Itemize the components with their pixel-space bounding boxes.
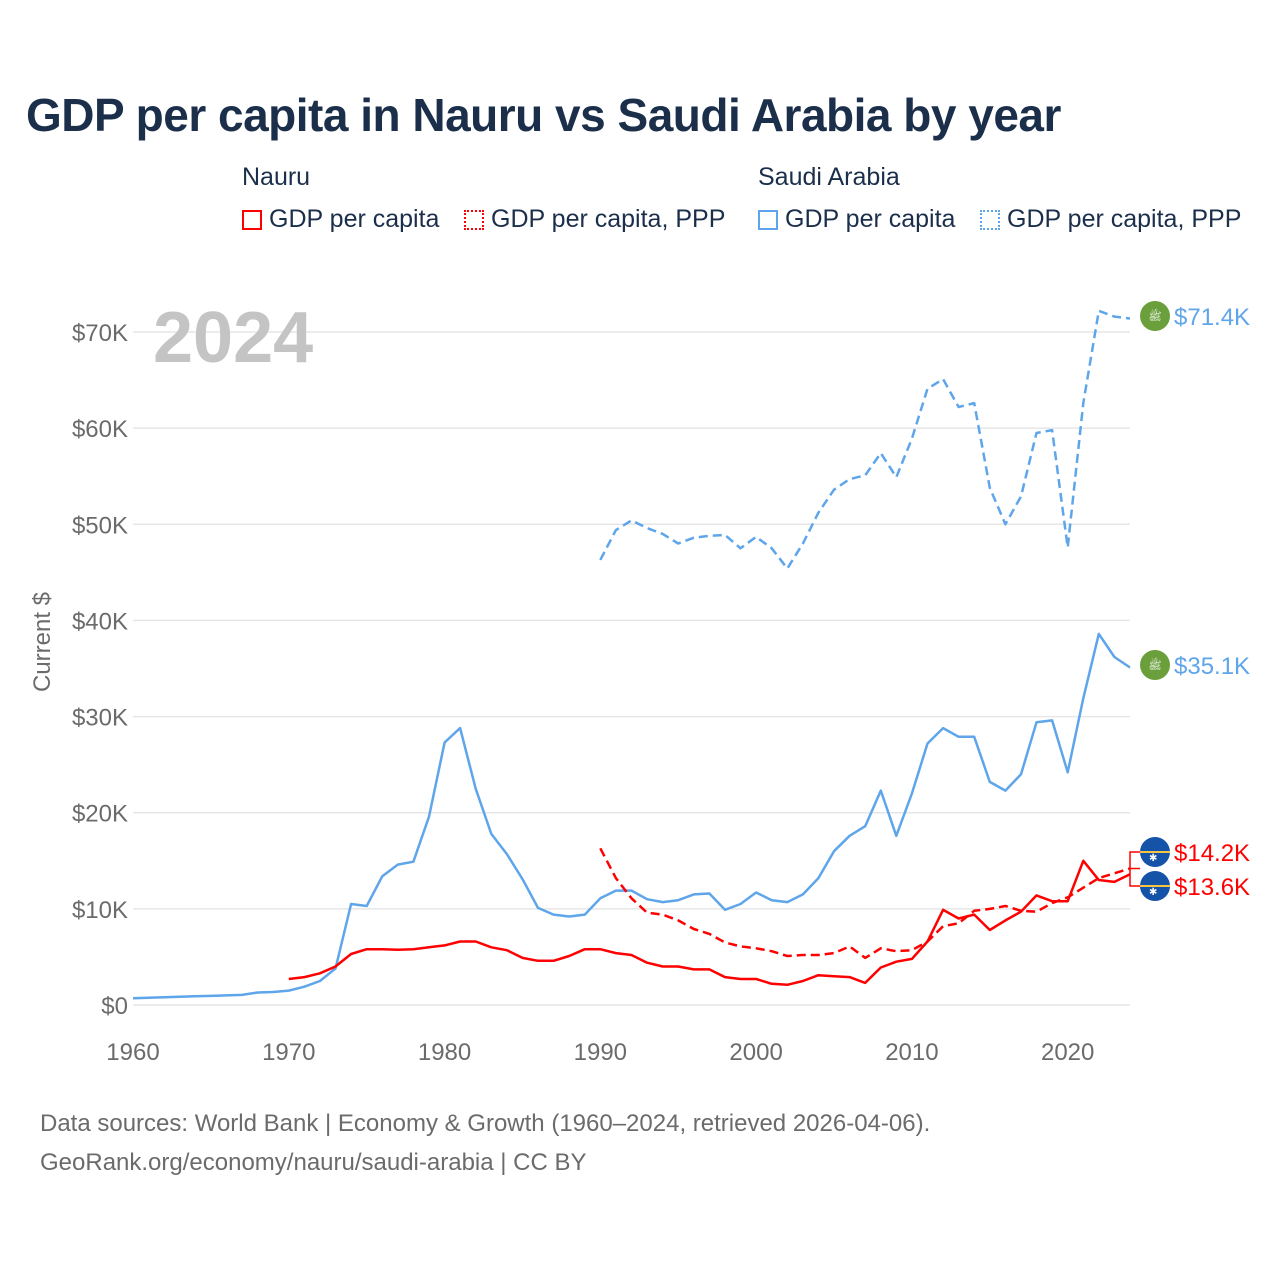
end-value-label: $35.1K — [1174, 653, 1250, 680]
y-tick-label: $0 — [101, 993, 128, 1020]
year-label: 2024 — [153, 298, 313, 378]
legend-group-saudi: Saudi Arabia — [758, 163, 900, 191]
flag-star-icon: ✱ — [1149, 887, 1157, 898]
x-tick-label: 1960 — [106, 1039, 159, 1066]
y-tick-label: $20K — [72, 801, 128, 828]
legend-group-nauru: Nauru — [242, 163, 311, 191]
legend-swatch-solid-red — [242, 209, 262, 230]
saudi-flag-icon — [1140, 301, 1170, 331]
series-line-3 — [599, 847, 1131, 960]
end-value-label: $13.6K — [1174, 874, 1250, 901]
legend-label: GDP per capita, PPP — [491, 205, 726, 233]
x-tick-label: 1970 — [262, 1039, 315, 1066]
legend-swatch-dotted-blue — [980, 209, 1000, 230]
legend-saudi-ppp[interactable]: GDP per capita, PPP — [980, 205, 1241, 234]
legend-nauru-gdp[interactable]: GDP per capita — [242, 205, 439, 234]
y-axis-label: Current $ — [29, 592, 56, 692]
legend-swatch-dotted-red — [464, 209, 484, 230]
saudi-flag-icon — [1140, 650, 1170, 680]
flag-script-icon: ﷺ — [1148, 308, 1161, 323]
legend-saudi-gdp[interactable]: GDP per capita — [758, 205, 955, 234]
x-tick-label: 2010 — [885, 1039, 938, 1066]
flag-star-icon: ✱ — [1149, 853, 1157, 864]
y-tick-label: $10K — [72, 897, 128, 924]
x-tick-label: 2020 — [1041, 1039, 1094, 1066]
flag-script-icon: ﷺ — [1148, 657, 1161, 672]
footer-link[interactable]: GeoRank.org/economy/nauru/saudi-arabia |… — [40, 1149, 587, 1176]
plot-area: $0 $10K $20K $30K $40K $50K $60K $70K 1960 1970 19… — [29, 298, 1250, 1066]
y-tick-label: $40K — [72, 608, 128, 635]
y-tick-label: $50K — [72, 512, 128, 539]
legend-label: GDP per capita — [269, 205, 440, 233]
y-tick-label: $70K — [72, 320, 128, 347]
x-tick-label: 2000 — [729, 1039, 782, 1066]
end-value-label: $71.4K — [1174, 304, 1250, 331]
end-value-label: $14.2K — [1174, 840, 1250, 867]
series-line-0 — [132, 632, 1131, 1000]
y-tick-label: $30K — [72, 705, 128, 732]
series-line-1 — [599, 309, 1131, 570]
series-line-2 — [288, 859, 1131, 987]
x-tick-label: 1980 — [418, 1039, 471, 1066]
legend-swatch-solid-blue — [758, 209, 778, 230]
legend-label: GDP per capita, PPP — [1007, 205, 1242, 233]
y-tick-label: $60K — [72, 416, 128, 443]
legend-label: GDP per capita — [785, 205, 956, 233]
x-tick-label: 1990 — [574, 1039, 627, 1066]
footer-sources: Data sources: World Bank | Economy & Gro… — [40, 1110, 931, 1137]
chart-title: GDP per capita in Nauru vs Saudi Arabia … — [26, 89, 1061, 141]
legend-nauru-ppp[interactable]: GDP per capita, PPP — [464, 205, 725, 234]
label-connector — [1129, 851, 1140, 887]
